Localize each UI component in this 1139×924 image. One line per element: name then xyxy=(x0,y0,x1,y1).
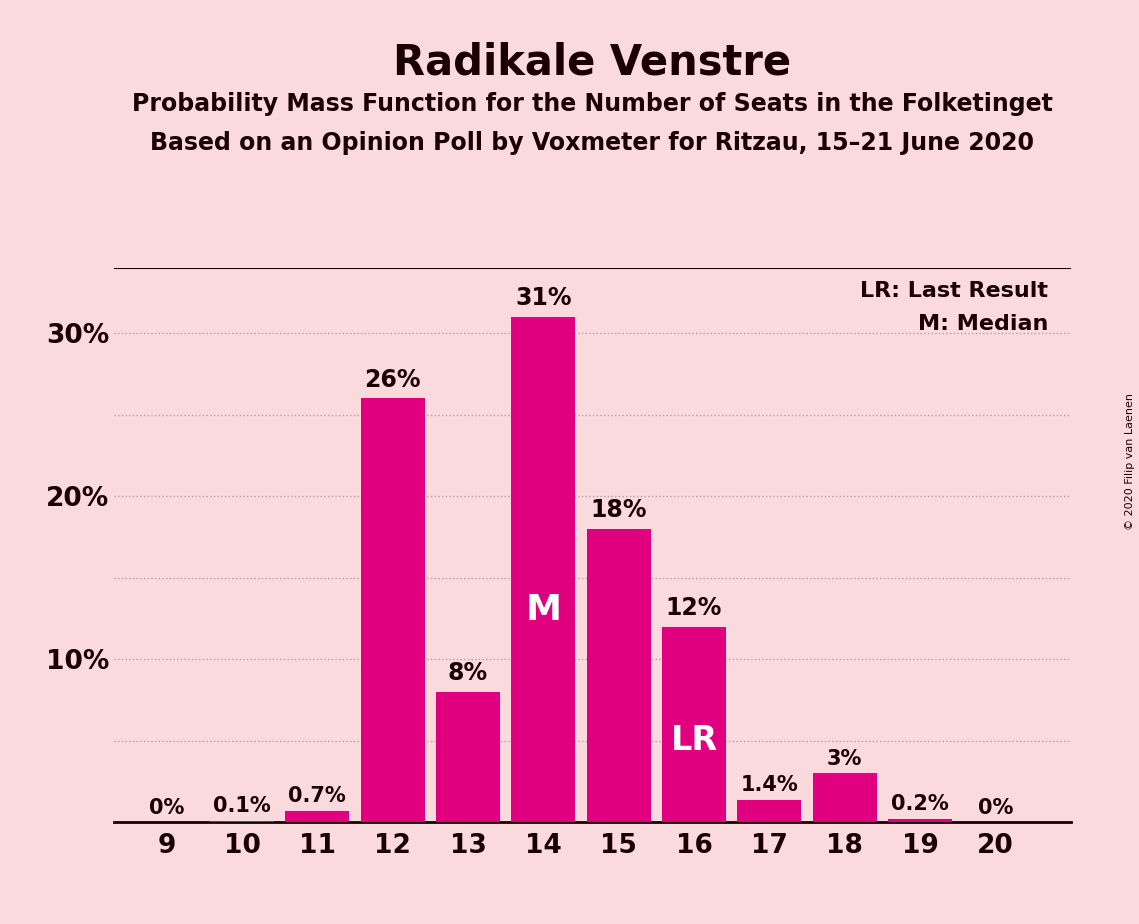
Text: 31%: 31% xyxy=(515,286,572,310)
Bar xyxy=(662,626,726,822)
Text: M: Median: M: Median xyxy=(918,313,1048,334)
Bar xyxy=(888,819,952,822)
Text: 18%: 18% xyxy=(590,498,647,522)
Text: 12%: 12% xyxy=(666,596,722,620)
Text: 8%: 8% xyxy=(448,662,487,686)
Text: 0.1%: 0.1% xyxy=(213,796,271,816)
Text: 0%: 0% xyxy=(149,798,185,819)
Bar xyxy=(436,692,500,822)
Bar xyxy=(587,529,650,822)
Text: Probability Mass Function for the Number of Seats in the Folketinget: Probability Mass Function for the Number… xyxy=(132,92,1052,116)
Text: 26%: 26% xyxy=(364,368,421,392)
Text: LR: Last Result: LR: Last Result xyxy=(860,281,1048,301)
Text: 1.4%: 1.4% xyxy=(740,774,798,795)
Text: LR: LR xyxy=(671,723,718,757)
Text: Based on an Opinion Poll by Voxmeter for Ritzau, 15–21 June 2020: Based on an Opinion Poll by Voxmeter for… xyxy=(150,131,1034,155)
Text: © 2020 Filip van Laenen: © 2020 Filip van Laenen xyxy=(1125,394,1134,530)
Bar xyxy=(812,773,877,822)
Text: 0.2%: 0.2% xyxy=(891,795,949,814)
Text: 0.7%: 0.7% xyxy=(288,786,346,806)
Bar xyxy=(737,799,802,822)
Text: 3%: 3% xyxy=(827,748,862,769)
Bar xyxy=(511,317,575,822)
Bar xyxy=(285,811,350,822)
Bar xyxy=(361,398,425,822)
Text: 0%: 0% xyxy=(977,798,1013,819)
Bar xyxy=(210,821,274,822)
Text: M: M xyxy=(525,593,562,627)
Text: Radikale Venstre: Radikale Venstre xyxy=(393,42,792,83)
